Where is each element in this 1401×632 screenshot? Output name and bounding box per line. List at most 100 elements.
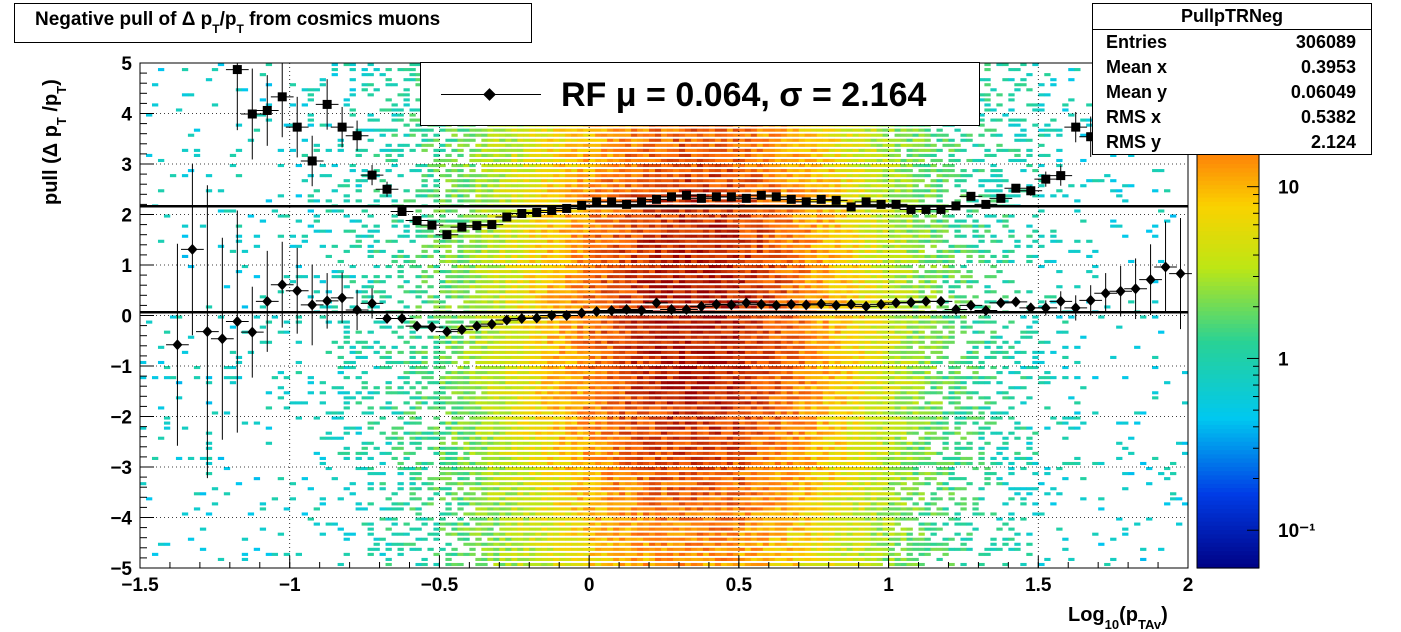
heatmap-cell [469, 138, 476, 142]
heatmap-cell [678, 295, 686, 299]
heatmap-cell [505, 441, 512, 445]
heatmap-cell [505, 285, 512, 289]
heatmap-cell [397, 552, 404, 556]
heatmap-cell [277, 194, 285, 198]
heatmap-cell [607, 411, 614, 415]
heatmap-cell [649, 239, 656, 243]
heatmap-cell [637, 164, 644, 168]
heatmap-cell [331, 164, 338, 168]
heatmap-cell [421, 360, 428, 365]
heatmap-cell [523, 552, 530, 556]
heatmap-cell [379, 345, 386, 349]
heatmap-cell [325, 411, 332, 415]
heatmap-cell [613, 547, 620, 551]
heatmap-cell [403, 542, 410, 546]
heatmap-cell [529, 381, 536, 385]
heatmap-cell [595, 305, 602, 309]
heatmap-cell [367, 113, 374, 117]
heatmap-cell [451, 472, 458, 476]
heatmap-cell [631, 411, 638, 415]
heatmap-cell [666, 244, 674, 248]
heatmap-cell [649, 542, 656, 546]
heatmap-cell [463, 396, 470, 400]
heatmap-cell [307, 174, 314, 178]
heatmap-cell [433, 179, 440, 183]
heatmap-cell [499, 446, 506, 450]
heatmap-cell [493, 406, 500, 410]
heatmap-cell [469, 436, 476, 440]
heatmap-cell [451, 295, 458, 299]
heatmap-cell [397, 143, 404, 147]
heatmap-cell [595, 416, 602, 420]
heatmap-cell [643, 189, 650, 193]
heatmap-cell [451, 270, 458, 274]
heatmap-cell [643, 461, 650, 466]
heatmap-cell [678, 148, 686, 152]
heatmap-cell [637, 295, 644, 299]
heatmap-cell [367, 249, 374, 253]
heatmap-cell [535, 280, 542, 284]
heatmap-cell [529, 487, 536, 491]
heatmap-cell [523, 244, 530, 248]
heatmap-cell [415, 487, 422, 491]
heatmap-cell [655, 244, 662, 248]
heatmap-cell [565, 497, 572, 501]
heatmap-cell [637, 209, 644, 213]
heatmap-cell [613, 487, 620, 491]
heatmap-cell [553, 164, 560, 168]
heatmap-cell [655, 482, 662, 486]
heatmap-cell [637, 325, 644, 329]
heatmap-cell [529, 305, 536, 309]
heatmap-cell [277, 386, 285, 390]
heatmap-cell [631, 497, 638, 501]
heatmap-cell [661, 315, 668, 319]
heatmap-cell [457, 315, 464, 319]
heatmap-cell [511, 552, 518, 556]
heatmap-cell [505, 259, 512, 264]
heatmap-cell [415, 512, 422, 516]
heatmap-cell [499, 290, 506, 294]
heatmap-cell [571, 345, 578, 349]
heatmap-cell [535, 330, 542, 334]
heatmap-cell [649, 290, 656, 294]
heatmap-cell [601, 401, 608, 405]
heatmap-cell [613, 214, 620, 218]
heatmap-cell [619, 189, 626, 193]
heatmap-cell [205, 174, 213, 178]
heatmap-cell [553, 431, 560, 435]
heatmap-cell [433, 355, 440, 359]
heatmap-cell [517, 512, 524, 516]
heatmap-cell [547, 340, 554, 344]
heatmap-cell [157, 436, 165, 440]
heatmap-cell [619, 492, 626, 496]
heatmap-cell [457, 219, 464, 223]
heatmap-cell [571, 199, 578, 203]
heatmap-cell [601, 517, 608, 521]
heatmap-cell [493, 532, 500, 536]
heatmap-cell [331, 411, 338, 415]
heatmap-cell [349, 68, 356, 72]
heatmap-cell [145, 497, 153, 501]
heatmap-cell [649, 295, 656, 299]
heatmap-cell [205, 376, 213, 380]
heatmap-cell [619, 194, 626, 198]
heatmap-cell [451, 360, 458, 365]
heatmap-cell [619, 275, 626, 279]
heatmap-cell [565, 179, 572, 183]
heatmap-cell [343, 487, 350, 491]
heatmap-cell [571, 320, 578, 324]
heatmap-cell [433, 492, 440, 496]
heatmap-cell [325, 320, 332, 324]
heatmap-cell [625, 153, 632, 157]
heatmap-cell [583, 512, 590, 516]
heatmap-cell [313, 219, 320, 223]
heatmap-cell [625, 436, 632, 440]
heatmap-cell [571, 426, 578, 430]
heatmap-cell [241, 88, 249, 92]
heatmap-cell [619, 446, 626, 450]
heatmap-cell [463, 502, 470, 506]
heatmap-cell [523, 153, 530, 157]
heatmap-cell [565, 492, 572, 496]
heatmap-cell [493, 340, 500, 344]
heatmap-cell [649, 244, 656, 248]
